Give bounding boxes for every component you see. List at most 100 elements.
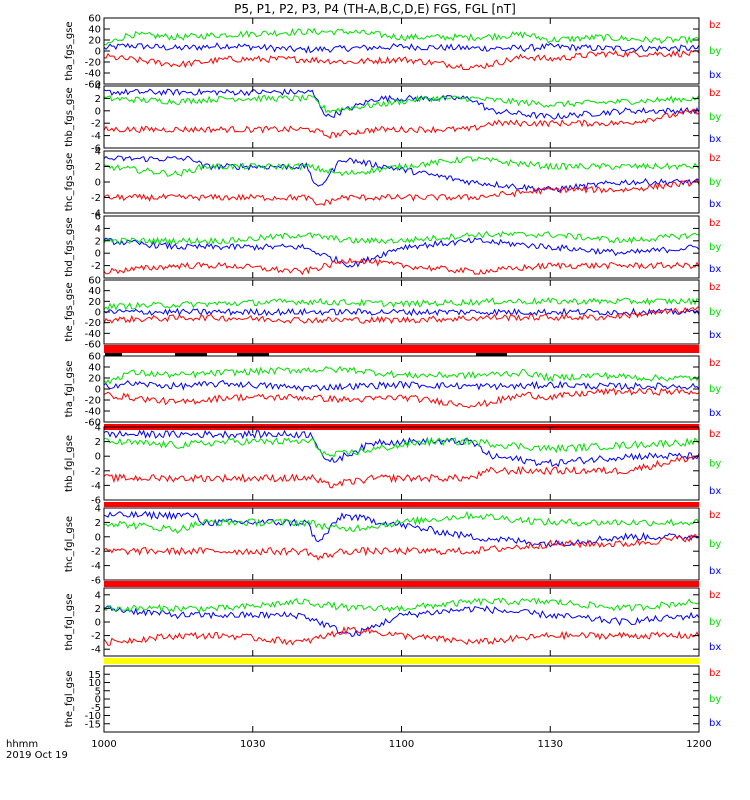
y-tick-label: 2 — [95, 518, 101, 529]
y-tick-label: 2 — [95, 94, 101, 105]
legend-bx: bx — [709, 134, 721, 145]
y-tick-label: -15 — [85, 719, 101, 730]
legend-by: by — [709, 384, 721, 395]
y-tick-label: -60 — [85, 80, 101, 91]
legend-bz: bz — [709, 20, 721, 31]
y-tick-label: 20 — [88, 297, 101, 308]
y-tick-label: -6 — [91, 496, 101, 507]
y-tick-label: 0 — [95, 178, 101, 189]
y-tick-label: -5 — [91, 703, 101, 714]
legend-bz: bz — [709, 358, 721, 369]
legend-bx: bx — [709, 70, 721, 81]
x-tick-label: 1200 — [686, 739, 711, 750]
y-tick-label: 40 — [88, 25, 101, 36]
series-bz-line — [103, 179, 700, 206]
legend-bx: bx — [709, 566, 721, 577]
y-tick-label: 2 — [95, 236, 101, 247]
x-tick-label: 1100 — [389, 739, 414, 750]
y-tick-label: 0 — [95, 47, 101, 58]
chart-title: P5, P1, P2, P3, P4 (TH-A,B,C,D,E) FGS, F… — [234, 2, 516, 16]
panel-thd_fgl_gse: -4 -2 0 2 4 thd_fgl_gse bz by bx — [64, 587, 721, 657]
panel-frame — [103, 587, 700, 657]
y-tick-label: 0 — [95, 618, 101, 629]
x-tick-label: 1130 — [538, 739, 563, 750]
y-tick-label: -2 — [91, 119, 101, 130]
y-tick-label: 0 — [95, 308, 101, 319]
status-bar — [104, 581, 699, 587]
y-axis-label: thc_fgl_gse — [64, 516, 75, 572]
y-tick-label: -6 — [91, 144, 101, 155]
y-tick-label: 4 — [95, 82, 101, 93]
y-tick-label: -4 — [91, 645, 101, 656]
y-tick-label: 4 — [95, 504, 101, 515]
series-bz-line — [103, 626, 700, 646]
y-tick-label: -40 — [85, 69, 101, 80]
y-tick-label: 10 — [88, 678, 101, 689]
y-tick-label: 4 — [95, 590, 101, 601]
y-tick-label: -6 — [91, 576, 101, 587]
y-tick-label: 5 — [95, 686, 101, 697]
series-bx-line — [103, 237, 700, 268]
series-by-line — [103, 510, 700, 534]
data-availability-bar — [476, 353, 507, 356]
y-tick-label: -2 — [91, 466, 101, 477]
series-by-line — [103, 155, 700, 177]
y-axis-label: thc_fgs_gse — [64, 153, 75, 212]
panel-thc_fgl_gse: -6 -4 -2 0 2 4 thc_fgl_gse bz by bx — [64, 504, 721, 587]
y-tick-label: -20 — [85, 58, 101, 69]
x-tick-label: 1000 — [91, 739, 116, 750]
y-tick-label: -40 — [85, 407, 101, 418]
legend-bz: bz — [709, 218, 721, 229]
y-tick-label: -2 — [91, 261, 101, 272]
status-bar — [104, 658, 699, 664]
legend-bx: bx — [709, 199, 721, 210]
panel-frame — [103, 85, 700, 149]
legend-bz: bz — [709, 510, 721, 521]
series-by-line — [103, 230, 700, 246]
y-axis-label: the_fgs_gse — [64, 282, 75, 341]
series-bz-line — [103, 305, 700, 325]
panel-thb_fgl_gse: -6 -4 -2 0 2 4 thb_fgl_gse bz by bx — [64, 423, 721, 507]
legend-bz: bz — [709, 153, 721, 164]
legend-by: by — [709, 177, 721, 188]
y-tick-label: 40 — [88, 286, 101, 297]
series-by-line — [103, 27, 700, 46]
panel-frame — [103, 426, 700, 501]
y-tick-label: -4 — [91, 131, 101, 142]
panel-thd_fgs_gse: -20 246 thd_fgs_gse bz by bx — [64, 212, 721, 279]
y-axis-label: thd_fgs_gse — [64, 217, 75, 276]
legend-by: by — [709, 242, 721, 253]
y-tick-label: -60 — [85, 340, 101, 351]
series-bx-line — [103, 429, 700, 468]
y-tick-label: 20 — [88, 374, 101, 385]
y-tick-label: 20 — [88, 36, 101, 47]
y-tick-label: 2 — [95, 604, 101, 615]
legend-by: by — [709, 307, 721, 318]
series-by-line — [103, 365, 700, 385]
y-axis-label: the_fgl_gse — [64, 671, 75, 728]
x-tick-label: 1030 — [240, 739, 265, 750]
panel-frame — [103, 17, 700, 85]
legend-by: by — [709, 112, 721, 123]
legend-by: by — [709, 694, 721, 705]
y-tick-label: 40 — [88, 363, 101, 374]
y-tick-label: -2 — [91, 193, 101, 204]
series-by-line — [103, 94, 700, 114]
y-tick-label: 0 — [95, 532, 101, 543]
y-tick-label: 2 — [95, 162, 101, 173]
y-tick-label: -20 — [85, 396, 101, 407]
legend-bx: bx — [709, 718, 721, 729]
panel-thc_fgs_gse: -4 -2 0 2 4 thc_fgs_gse bz by bx — [64, 147, 721, 220]
y-tick-label: 0 — [95, 249, 101, 260]
y-tick-label: 0 — [95, 452, 101, 463]
legend-bz: bz — [709, 88, 721, 99]
y-tick-label: -10 — [85, 711, 101, 722]
series-by-line — [103, 597, 700, 614]
series-bx-line — [103, 379, 700, 392]
status-bar — [104, 345, 699, 353]
legend-bx: bx — [709, 408, 721, 419]
series-bx-line — [103, 605, 700, 638]
